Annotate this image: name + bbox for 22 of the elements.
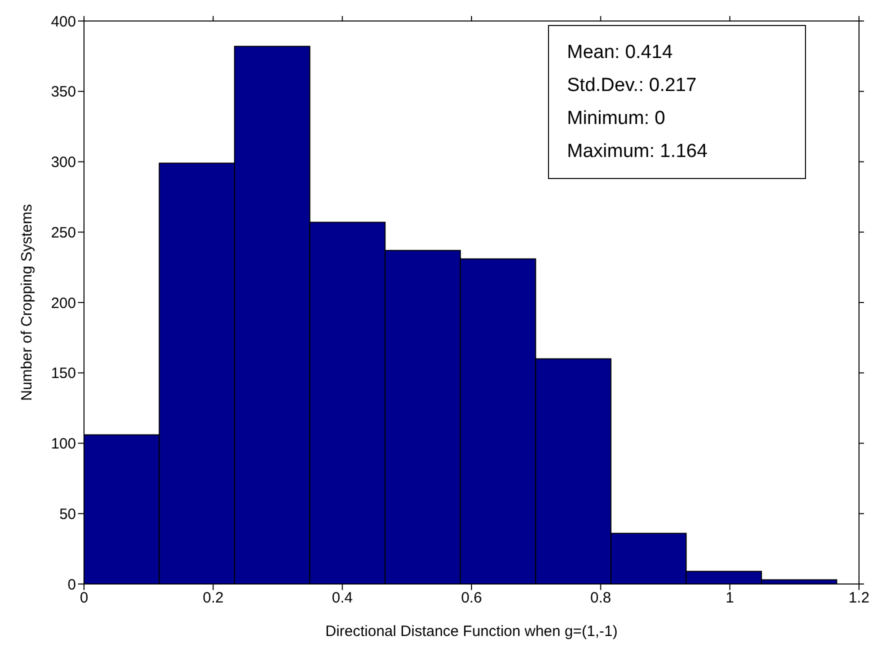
x-tick-label: 1.2: [848, 590, 870, 607]
x-axis-title: Directional Distance Function when g=(1,-1): [325, 623, 618, 640]
x-tick-label: 0.4: [332, 590, 353, 607]
annotation: Std.Dev.: 0.217: [567, 74, 698, 98]
y-tick-label: 100: [50, 436, 76, 453]
x-tick-label: 0.6: [461, 590, 482, 607]
annotation: Minimum: 0: [567, 107, 666, 131]
annotation: Maximum: 1.164: [567, 140, 708, 164]
y-tick-label: 300: [50, 154, 76, 172]
x-tick-label: 0: [80, 590, 88, 607]
x-tick-label: 0.8: [590, 590, 612, 607]
annotation: Mean: 0.414: [567, 41, 674, 65]
y-tick-label: 400: [50, 13, 76, 30]
y-tick-label: 200: [50, 294, 76, 312]
y-tick-label: 0: [68, 576, 76, 594]
y-tick-label: 350: [50, 84, 76, 101]
y-tick-label: 150: [50, 365, 76, 382]
x-tick-label: 1: [726, 590, 734, 607]
y-tick-label: 50: [59, 506, 76, 523]
x-tick-label: 0.2: [202, 590, 224, 607]
y-tick-label: 250: [50, 224, 76, 242]
y-axis-title: Number of Cropping Systems: [18, 204, 36, 401]
